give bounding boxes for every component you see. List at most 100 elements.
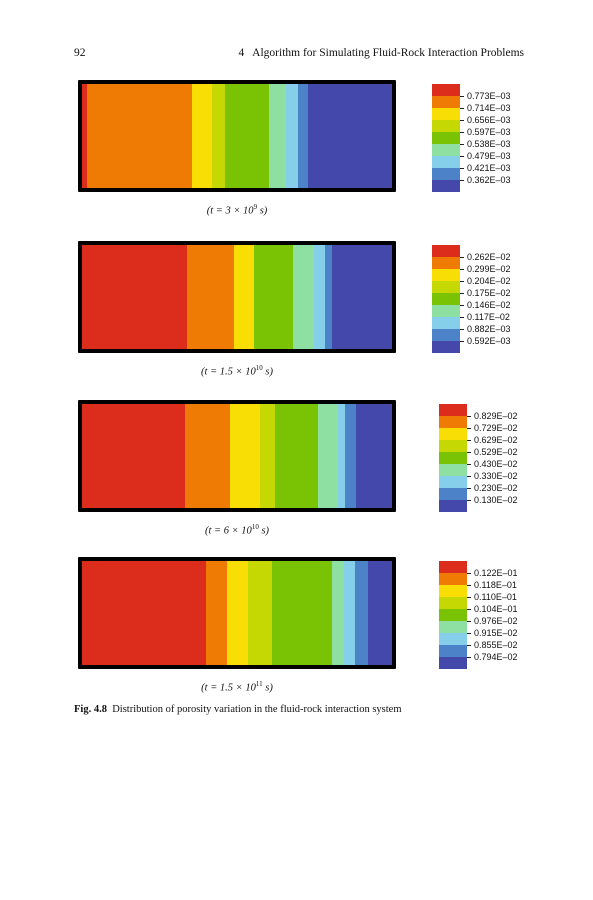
legend-swatch <box>439 500 467 512</box>
legend-label: 0.430E–02 <box>474 459 518 469</box>
color-band <box>272 561 332 665</box>
field-strip-inner <box>82 245 392 349</box>
color-band <box>259 404 276 508</box>
legend-label: 0.175E–02 <box>467 288 511 298</box>
legend-tick <box>467 573 471 574</box>
color-band <box>254 245 293 349</box>
legend-swatch <box>439 633 467 645</box>
legend-swatch <box>432 269 460 281</box>
legend-tick <box>467 657 471 658</box>
time-caption: (t = 1.5 × 1010 s) <box>201 364 273 378</box>
legend-label: 0.122E–01 <box>474 568 518 578</box>
legend-label: 0.656E–03 <box>467 115 511 125</box>
legend-swatch <box>439 645 467 657</box>
legend-label: 0.829E–02 <box>474 411 518 421</box>
legend-tick <box>460 132 464 133</box>
legend-swatch <box>439 585 467 597</box>
color-band <box>344 404 356 508</box>
legend-swatch <box>439 621 467 633</box>
legend-swatch <box>439 464 467 476</box>
legend-label: 0.230E–02 <box>474 483 518 493</box>
color-band <box>233 245 255 349</box>
time-caption-prefix: (t = 1.5 × 10 <box>201 682 256 694</box>
color-band <box>307 84 392 188</box>
legend-tick <box>467 609 471 610</box>
legend-label: 0.262E–02 <box>467 252 511 262</box>
color-band <box>191 84 212 188</box>
legend-swatch <box>439 597 467 609</box>
time-caption: (t = 6 × 1010 s) <box>205 523 269 537</box>
legend-tick <box>467 585 471 586</box>
legend-label: 0.794E–02 <box>474 652 518 662</box>
legend-swatch <box>432 144 460 156</box>
legend-label: 0.330E–02 <box>474 471 518 481</box>
color-band <box>286 84 299 188</box>
legend-tick <box>467 597 471 598</box>
legend-tick <box>467 500 471 501</box>
legend-label: 0.118E–01 <box>474 580 517 590</box>
color-band <box>82 84 87 188</box>
legend-tick <box>460 305 464 306</box>
legend-label: 0.882E–03 <box>467 324 511 334</box>
time-caption-suffix: s) <box>262 366 273 378</box>
legend-tick <box>467 416 471 417</box>
legend-label: 0.362E–03 <box>467 175 511 185</box>
legend-label: 0.117E–02 <box>467 312 510 322</box>
legend-tick <box>467 633 471 634</box>
time-caption-exponent: 11 <box>255 680 263 688</box>
legend-label: 0.773E–03 <box>467 91 511 101</box>
legend-label: 0.421E–03 <box>467 163 511 173</box>
legend-tick <box>460 108 464 109</box>
field-strip-3 <box>78 400 396 512</box>
legend-tick <box>460 120 464 121</box>
legend-label: 0.976E–02 <box>474 616 518 626</box>
color-band <box>185 404 230 508</box>
legend-tick <box>467 440 471 441</box>
time-caption-exponent: 9 <box>253 203 258 211</box>
legend-tick <box>467 488 471 489</box>
time-caption-prefix: (t = 6 × 10 <box>204 525 252 537</box>
time-caption-exponent: 10 <box>251 523 259 531</box>
legend-swatch <box>432 96 460 108</box>
legend-swatch <box>439 452 467 464</box>
legend-swatch <box>439 476 467 488</box>
legend-label: 0.855E–02 <box>474 640 518 650</box>
legend-tick <box>460 257 464 258</box>
legend-swatch <box>439 440 467 452</box>
legend-tick <box>467 464 471 465</box>
legend-label: 0.104E–01 <box>474 604 518 614</box>
color-band <box>367 561 392 665</box>
page-header: 92 4 Algorithm for Simulating Fluid-Rock… <box>74 47 524 63</box>
legend-label: 0.130E–02 <box>474 495 518 505</box>
field-strip-inner <box>82 84 392 188</box>
legend-swatch <box>439 573 467 585</box>
time-caption-prefix: (t = 3 × 10 <box>206 205 254 217</box>
legend-swatch <box>439 428 467 440</box>
color-band <box>225 84 269 188</box>
legend-tick <box>467 452 471 453</box>
legend-swatch <box>432 281 460 293</box>
legend-label: 0.629E–02 <box>474 435 518 445</box>
figure-label: Fig. 4.8 <box>74 704 107 715</box>
legend-label: 0.729E–02 <box>474 423 518 433</box>
time-caption-suffix: s) <box>262 682 273 694</box>
color-band <box>354 561 368 665</box>
legend-label: 0.110E–01 <box>474 592 517 602</box>
legend-tick <box>467 476 471 477</box>
field-strip-1 <box>78 80 396 192</box>
legend-tick <box>460 156 464 157</box>
legend-swatch <box>439 488 467 500</box>
legend-swatch <box>432 132 460 144</box>
color-band <box>229 404 260 508</box>
time-caption-prefix: (t = 1.5 × 10 <box>201 366 256 378</box>
legend-swatch <box>432 329 460 341</box>
color-band <box>332 245 392 349</box>
legend-swatch <box>432 168 460 180</box>
legend-tick <box>460 281 464 282</box>
legend-label: 0.714E–03 <box>467 103 511 113</box>
color-band <box>86 84 192 188</box>
legend-tick <box>467 428 471 429</box>
field-strip-inner <box>82 561 392 665</box>
legend-label: 0.146E–02 <box>467 300 511 310</box>
color-band <box>247 561 273 665</box>
